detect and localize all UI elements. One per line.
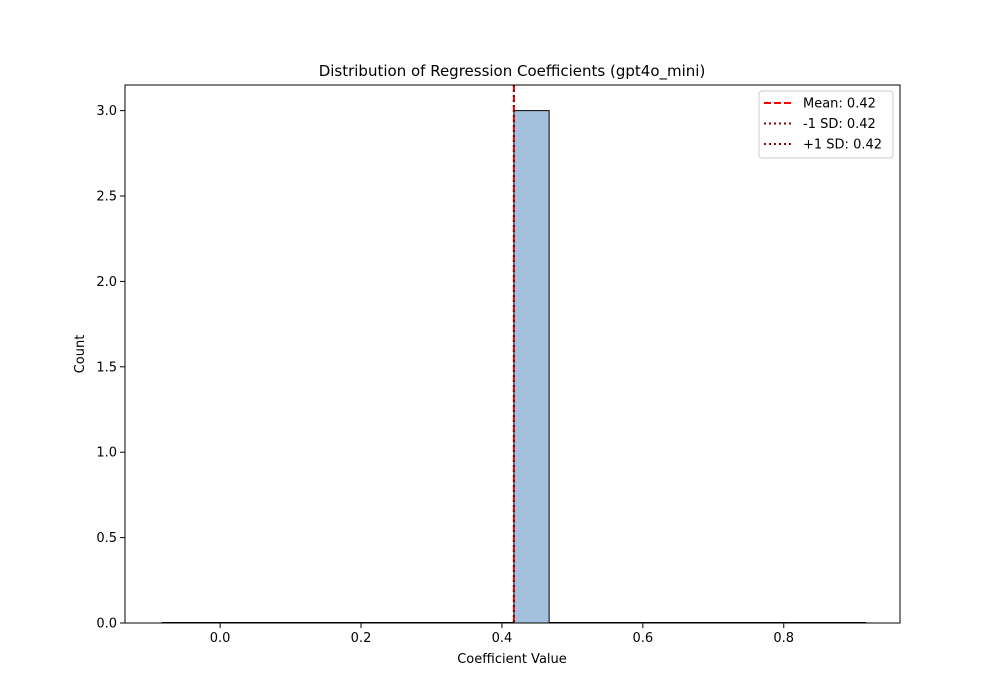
- legend-label-1: -1 SD: 0.42: [803, 117, 876, 132]
- legend-label-0: Mean: 0.42: [803, 97, 876, 112]
- y-axis-label: Count: [73, 335, 88, 374]
- legend: Mean: 0.42 -1 SD: 0.42 +1 SD: 0.42: [758, 90, 894, 159]
- y-tick-label-2: 1.0: [96, 446, 117, 461]
- y-tick-label-1: 0.5: [96, 531, 117, 546]
- x-tick-label-1: 0.2: [351, 631, 372, 646]
- x-axis-label: Coefficient Value: [457, 652, 567, 667]
- y-tick-label-6: 3.0: [96, 104, 117, 119]
- y-tick-label-0: 0.0: [96, 617, 117, 632]
- chart-title: Distribution of Regression Coefficients …: [319, 62, 706, 81]
- x-axis: 0.0 0.2 0.4 0.6 0.8: [210, 623, 794, 646]
- plot-frame: [124, 84, 901, 624]
- legend-label-2: +1 SD: 0.42: [803, 138, 882, 153]
- x-tick-label-0: 0.0: [210, 631, 231, 646]
- y-axis: 0.0 0.5 1.0 1.5 2.0 2.5 3.0: [96, 104, 125, 632]
- y-tick-label-4: 2.0: [96, 275, 117, 290]
- histogram-bar-0: [513, 110, 550, 624]
- x-tick-label-4: 0.8: [773, 631, 794, 646]
- legend-box: [758, 90, 894, 159]
- y-tick-label-5: 2.5: [96, 190, 117, 205]
- plot-area: [161, 85, 867, 624]
- x-tick-label-3: 0.6: [632, 631, 653, 646]
- x-tick-label-2: 0.4: [492, 631, 513, 646]
- y-tick-label-3: 1.5: [96, 360, 117, 375]
